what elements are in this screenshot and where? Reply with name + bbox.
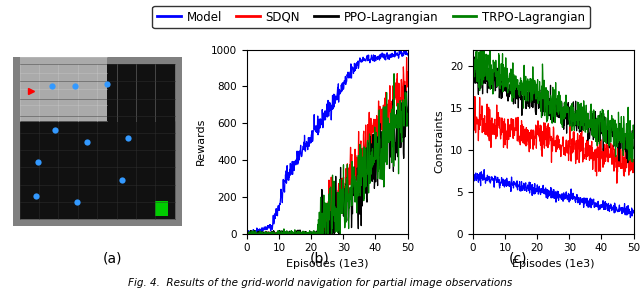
Text: Fig. 4.  Results of the grid-world navigation for partial image observations: Fig. 4. Results of the grid-world naviga… <box>128 278 512 288</box>
Bar <box>154 201 168 216</box>
Legend: Model, SDQN, PPO-Lagrangian, TRPO-Lagrangian: Model, SDQN, PPO-Lagrangian, TRPO-Lagran… <box>152 6 590 28</box>
Text: (a): (a) <box>102 251 122 265</box>
Y-axis label: Constraints: Constraints <box>435 110 444 173</box>
Y-axis label: Rewards: Rewards <box>195 118 205 165</box>
X-axis label: Episodes (1e3): Episodes (1e3) <box>512 259 595 269</box>
Text: (b): (b) <box>310 251 330 265</box>
Bar <box>20 57 108 121</box>
Text: (c): (c) <box>509 251 527 265</box>
X-axis label: Episodes (1e3): Episodes (1e3) <box>286 259 369 269</box>
